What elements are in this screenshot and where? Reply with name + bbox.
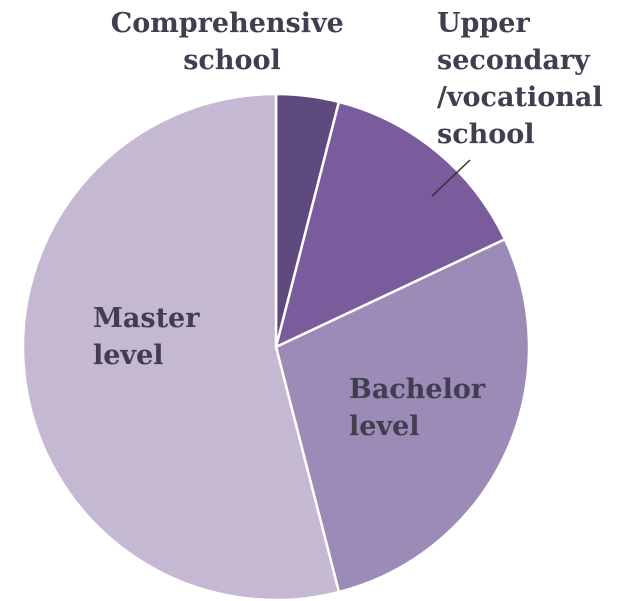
leader-line	[431, 159, 471, 197]
pie-slice	[274, 100, 507, 350]
slice-label: Master level	[93, 303, 209, 371]
slice-label: Bachelor level	[349, 374, 494, 442]
slice-label: Upper secondary /vocational school	[437, 8, 612, 150]
pie-slice	[274, 237, 531, 594]
pie-slice	[21, 92, 341, 601]
slice-label: Comprehensive school	[111, 8, 354, 76]
